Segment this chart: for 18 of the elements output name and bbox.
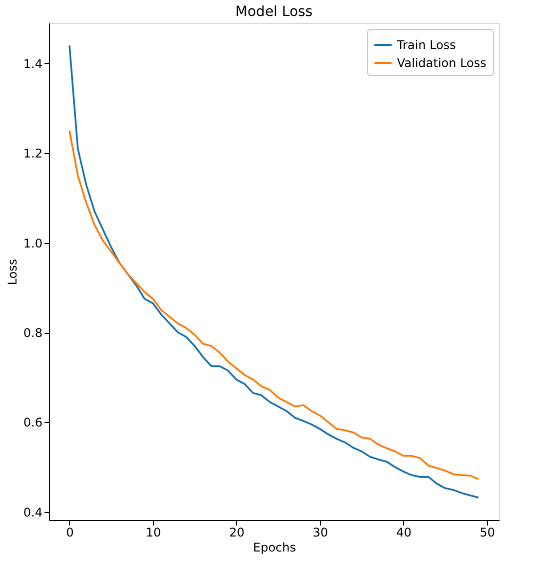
y-tick-label: 1.0 (23, 236, 42, 250)
x-axis-title: Epochs (253, 540, 296, 554)
x-tick-label: 20 (229, 526, 245, 540)
y-tick-label: 0.6 (23, 416, 42, 430)
x-tick-label: 0 (66, 526, 74, 540)
y-tick-label: 1.2 (23, 146, 42, 161)
chart-title: Model Loss (235, 4, 313, 20)
legend-label: Train Loss (396, 38, 456, 52)
y-tick-label: 0.4 (23, 505, 42, 520)
x-tick-label: 30 (312, 526, 328, 540)
y-axis-title: Loss (5, 258, 20, 286)
y-tick-label: 1.4 (23, 56, 42, 71)
line-series (68, 130, 480, 480)
x-tick-label: 50 (480, 526, 496, 540)
y-tick-label: 0.8 (23, 326, 42, 340)
x-tick-label: 10 (146, 526, 162, 540)
legend-label: Validation Loss (397, 56, 486, 70)
x-tick-label: 40 (396, 526, 412, 540)
